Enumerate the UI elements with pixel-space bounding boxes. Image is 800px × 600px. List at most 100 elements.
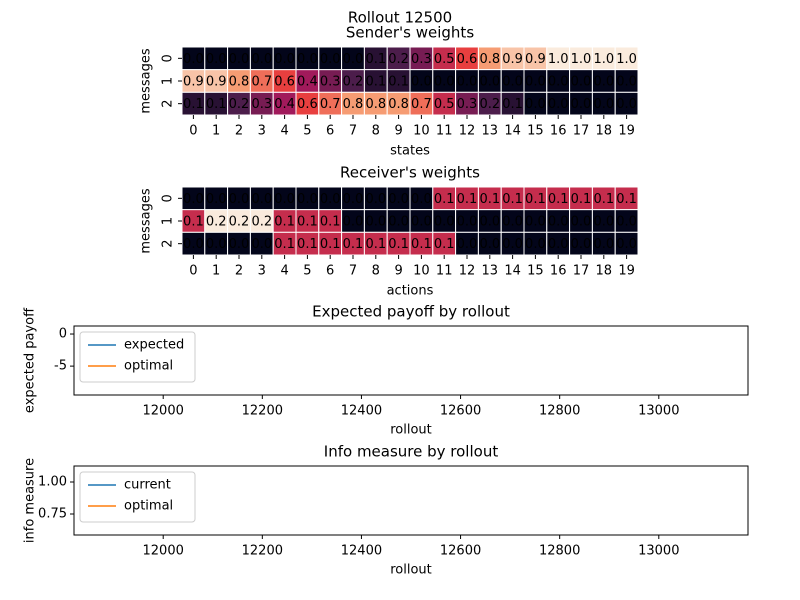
x-tick-label: 1 xyxy=(212,264,220,279)
x-tick-label: 9 xyxy=(394,124,402,139)
cell-label: 0.1 xyxy=(274,237,295,252)
cell-label: 0.0 xyxy=(479,237,500,252)
cell-label: 1.0 xyxy=(593,52,614,67)
cell-label: 0.1 xyxy=(320,237,341,252)
cell-label: 0.0 xyxy=(206,52,227,67)
cell-label: 0.0 xyxy=(457,237,478,252)
cell-label: 0.8 xyxy=(365,97,386,112)
cell-label: 0.0 xyxy=(343,192,364,207)
x-tick-label: 8 xyxy=(372,264,380,279)
cell-label: 0.0 xyxy=(457,215,478,230)
cell-label: 0.0 xyxy=(251,192,272,207)
x-tick-label: 5 xyxy=(303,264,311,279)
x-tick-label: 4 xyxy=(280,264,288,279)
y-tick-label: 0 xyxy=(59,327,67,342)
cell-label: 0.1 xyxy=(183,97,204,112)
x-tick-label: 6 xyxy=(326,124,334,139)
cell-label: 0.0 xyxy=(571,215,592,230)
cell-label: 0.1 xyxy=(365,237,386,252)
cell-label: 0.9 xyxy=(183,75,204,90)
cell-label: 0.0 xyxy=(479,215,500,230)
x-tick-label: 14 xyxy=(504,264,521,279)
cell-label: 0.0 xyxy=(571,75,592,90)
cell-label: 0.0 xyxy=(274,192,295,207)
x-tick-label: 13 xyxy=(482,124,499,139)
cell-label: 1.0 xyxy=(571,52,592,67)
x-tick-label: 12000 xyxy=(143,544,184,559)
cell-label: 0.2 xyxy=(343,75,364,90)
x-axis-label: states xyxy=(390,144,430,159)
cell-label: 0.0 xyxy=(616,215,637,230)
cell-label: 0.0 xyxy=(616,75,637,90)
cell-label: 0.6 xyxy=(274,75,295,90)
cell-label: 0.0 xyxy=(365,192,386,207)
cell-label: 0.0 xyxy=(320,52,341,67)
cell-label: 0.0 xyxy=(434,215,455,230)
cell-label: 0.0 xyxy=(251,52,272,67)
cell-label: 0.8 xyxy=(388,97,409,112)
chart-title: Expected payoff by rollout xyxy=(312,303,510,321)
x-tick-label: 9 xyxy=(394,264,402,279)
x-tick-label: 12 xyxy=(459,264,476,279)
y-tick-label: 0 xyxy=(161,194,176,202)
cell-label: 0.7 xyxy=(411,97,432,112)
cell-label: 0.1 xyxy=(297,215,318,230)
heatmap-title: Receiver's weights xyxy=(340,164,480,182)
x-tick-label: 0 xyxy=(189,264,197,279)
x-tick-label: 12800 xyxy=(539,404,580,419)
cell-label: 0.8 xyxy=(343,97,364,112)
cell-label: 0.0 xyxy=(548,97,569,112)
cell-label: 0.0 xyxy=(229,52,250,67)
cell-label: 0.0 xyxy=(525,75,546,90)
cell-label: 0.1 xyxy=(297,237,318,252)
x-tick-label: 11 xyxy=(436,264,453,279)
cell-label: 0.3 xyxy=(251,97,272,112)
x-tick-label: 18 xyxy=(596,264,613,279)
x-axis-label: rollout xyxy=(390,423,432,438)
cell-label: 0.1 xyxy=(206,97,227,112)
legend-label: current xyxy=(124,478,171,493)
heatmap-title: Sender's weights xyxy=(346,24,474,42)
cell-label: 0.8 xyxy=(229,75,250,90)
x-tick-label: 1 xyxy=(212,124,220,139)
x-tick-label: 12600 xyxy=(440,404,481,419)
chart-title: Info measure by rollout xyxy=(324,443,499,461)
cell-label: 0.0 xyxy=(457,75,478,90)
cell-label: 0.0 xyxy=(343,52,364,67)
y-tick-label: 0 xyxy=(161,54,176,62)
y-tick-label: -5 xyxy=(54,359,67,374)
cell-label: 0.0 xyxy=(411,192,432,207)
cell-label: 0.6 xyxy=(297,97,318,112)
y-tick-label: 1 xyxy=(161,217,176,225)
x-tick-label: 7 xyxy=(349,124,357,139)
cell-label: 0.0 xyxy=(525,97,546,112)
cell-label: 0.0 xyxy=(388,192,409,207)
x-tick-label: 12800 xyxy=(539,544,580,559)
cell-label: 0.1 xyxy=(548,192,569,207)
x-tick-label: 11 xyxy=(436,124,453,139)
cell-label: 0.1 xyxy=(434,192,455,207)
cell-label: 0.1 xyxy=(388,75,409,90)
x-tick-label: 3 xyxy=(258,124,266,139)
cell-label: 0.1 xyxy=(479,192,500,207)
y-axis-label: messages xyxy=(139,48,154,113)
y-axis-label: expected payoff xyxy=(23,307,38,413)
legend-label: optimal xyxy=(124,359,173,374)
cell-label: 0.0 xyxy=(206,192,227,207)
cell-label: 0.0 xyxy=(388,215,409,230)
cell-label: 0.0 xyxy=(183,192,204,207)
cell-label: 0.0 xyxy=(297,192,318,207)
cell-label: 0.1 xyxy=(502,192,523,207)
cell-label: 0.0 xyxy=(593,237,614,252)
x-tick-label: 12400 xyxy=(341,544,382,559)
y-tick-label: 2 xyxy=(161,100,176,108)
cell-label: 0.5 xyxy=(434,97,455,112)
cell-label: 0.0 xyxy=(616,237,637,252)
cell-label: 0.2 xyxy=(251,215,272,230)
cell-label: 0.0 xyxy=(206,237,227,252)
cell-label: 0.2 xyxy=(229,97,250,112)
cell-label: 0.1 xyxy=(571,192,592,207)
x-tick-label: 12 xyxy=(459,124,476,139)
cell-label: 0.9 xyxy=(206,75,227,90)
